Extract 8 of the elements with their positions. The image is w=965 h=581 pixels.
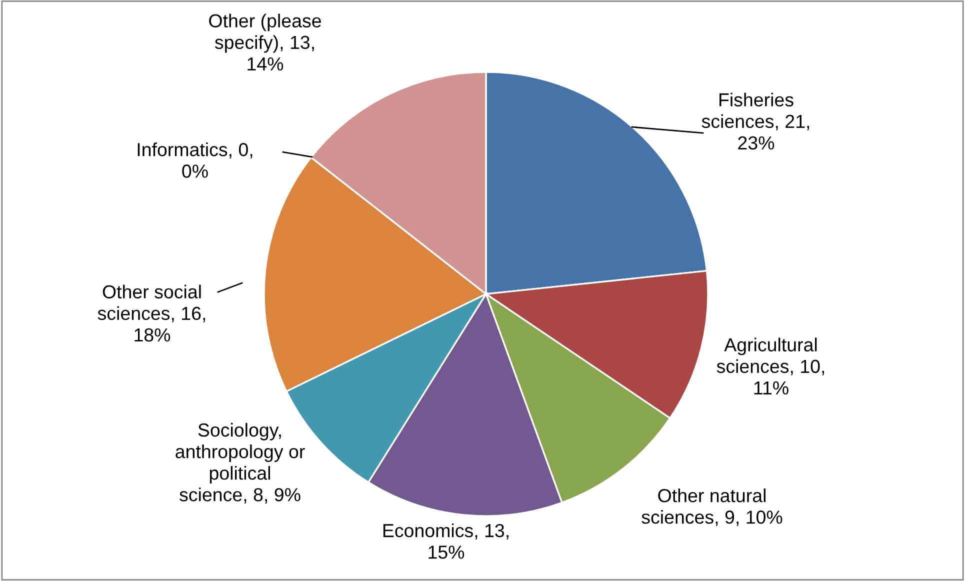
slice-label: Other (please specify), 13, 14% (209, 14, 321, 71)
slice-label: Agricultural sciences, 10, 11% (716, 338, 824, 395)
slice-label: Other natural sciences, 9, 10% (642, 488, 782, 526)
slice-label: Other social sciences, 16, 18% (98, 284, 206, 342)
slice-label: Fisheries sciences, 21, 23% (702, 92, 810, 150)
legend-label: Informatics, 0, 0% (138, 142, 252, 178)
slice-label: Economics, 13, 15% (383, 523, 508, 559)
slice-label: Sociology, anthropology or political science, 8, 9% (176, 422, 305, 504)
